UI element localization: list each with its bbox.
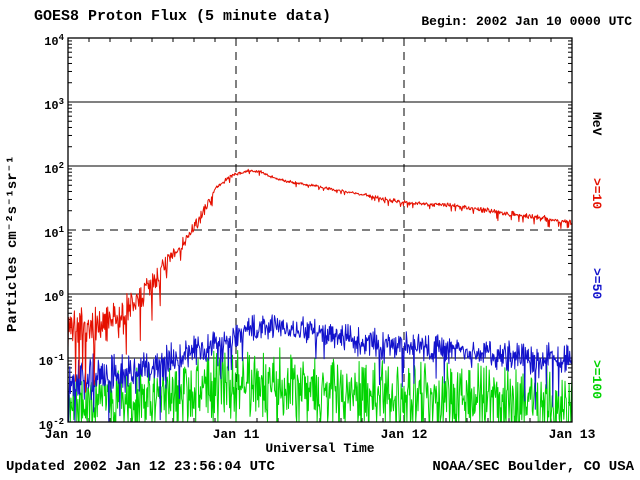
source-attribution: NOAA/SEC Boulder, CO USA	[432, 459, 634, 475]
right-axis-unit-label: MeV	[589, 112, 604, 136]
series-label-ge50: >=50	[589, 268, 604, 300]
series-label-ge100: >=100	[589, 360, 604, 400]
chart-title: GOES8 Proton Flux (5 minute data)	[34, 8, 332, 25]
x-axis-label: Universal Time	[265, 441, 375, 456]
updated-timestamp: Updated 2002 Jan 12 23:56:04 UTC	[6, 459, 275, 475]
series-label-ge10: >=10	[589, 178, 604, 210]
begin-time-label: Begin: 2002 Jan 10 0000 UTC	[421, 14, 632, 29]
